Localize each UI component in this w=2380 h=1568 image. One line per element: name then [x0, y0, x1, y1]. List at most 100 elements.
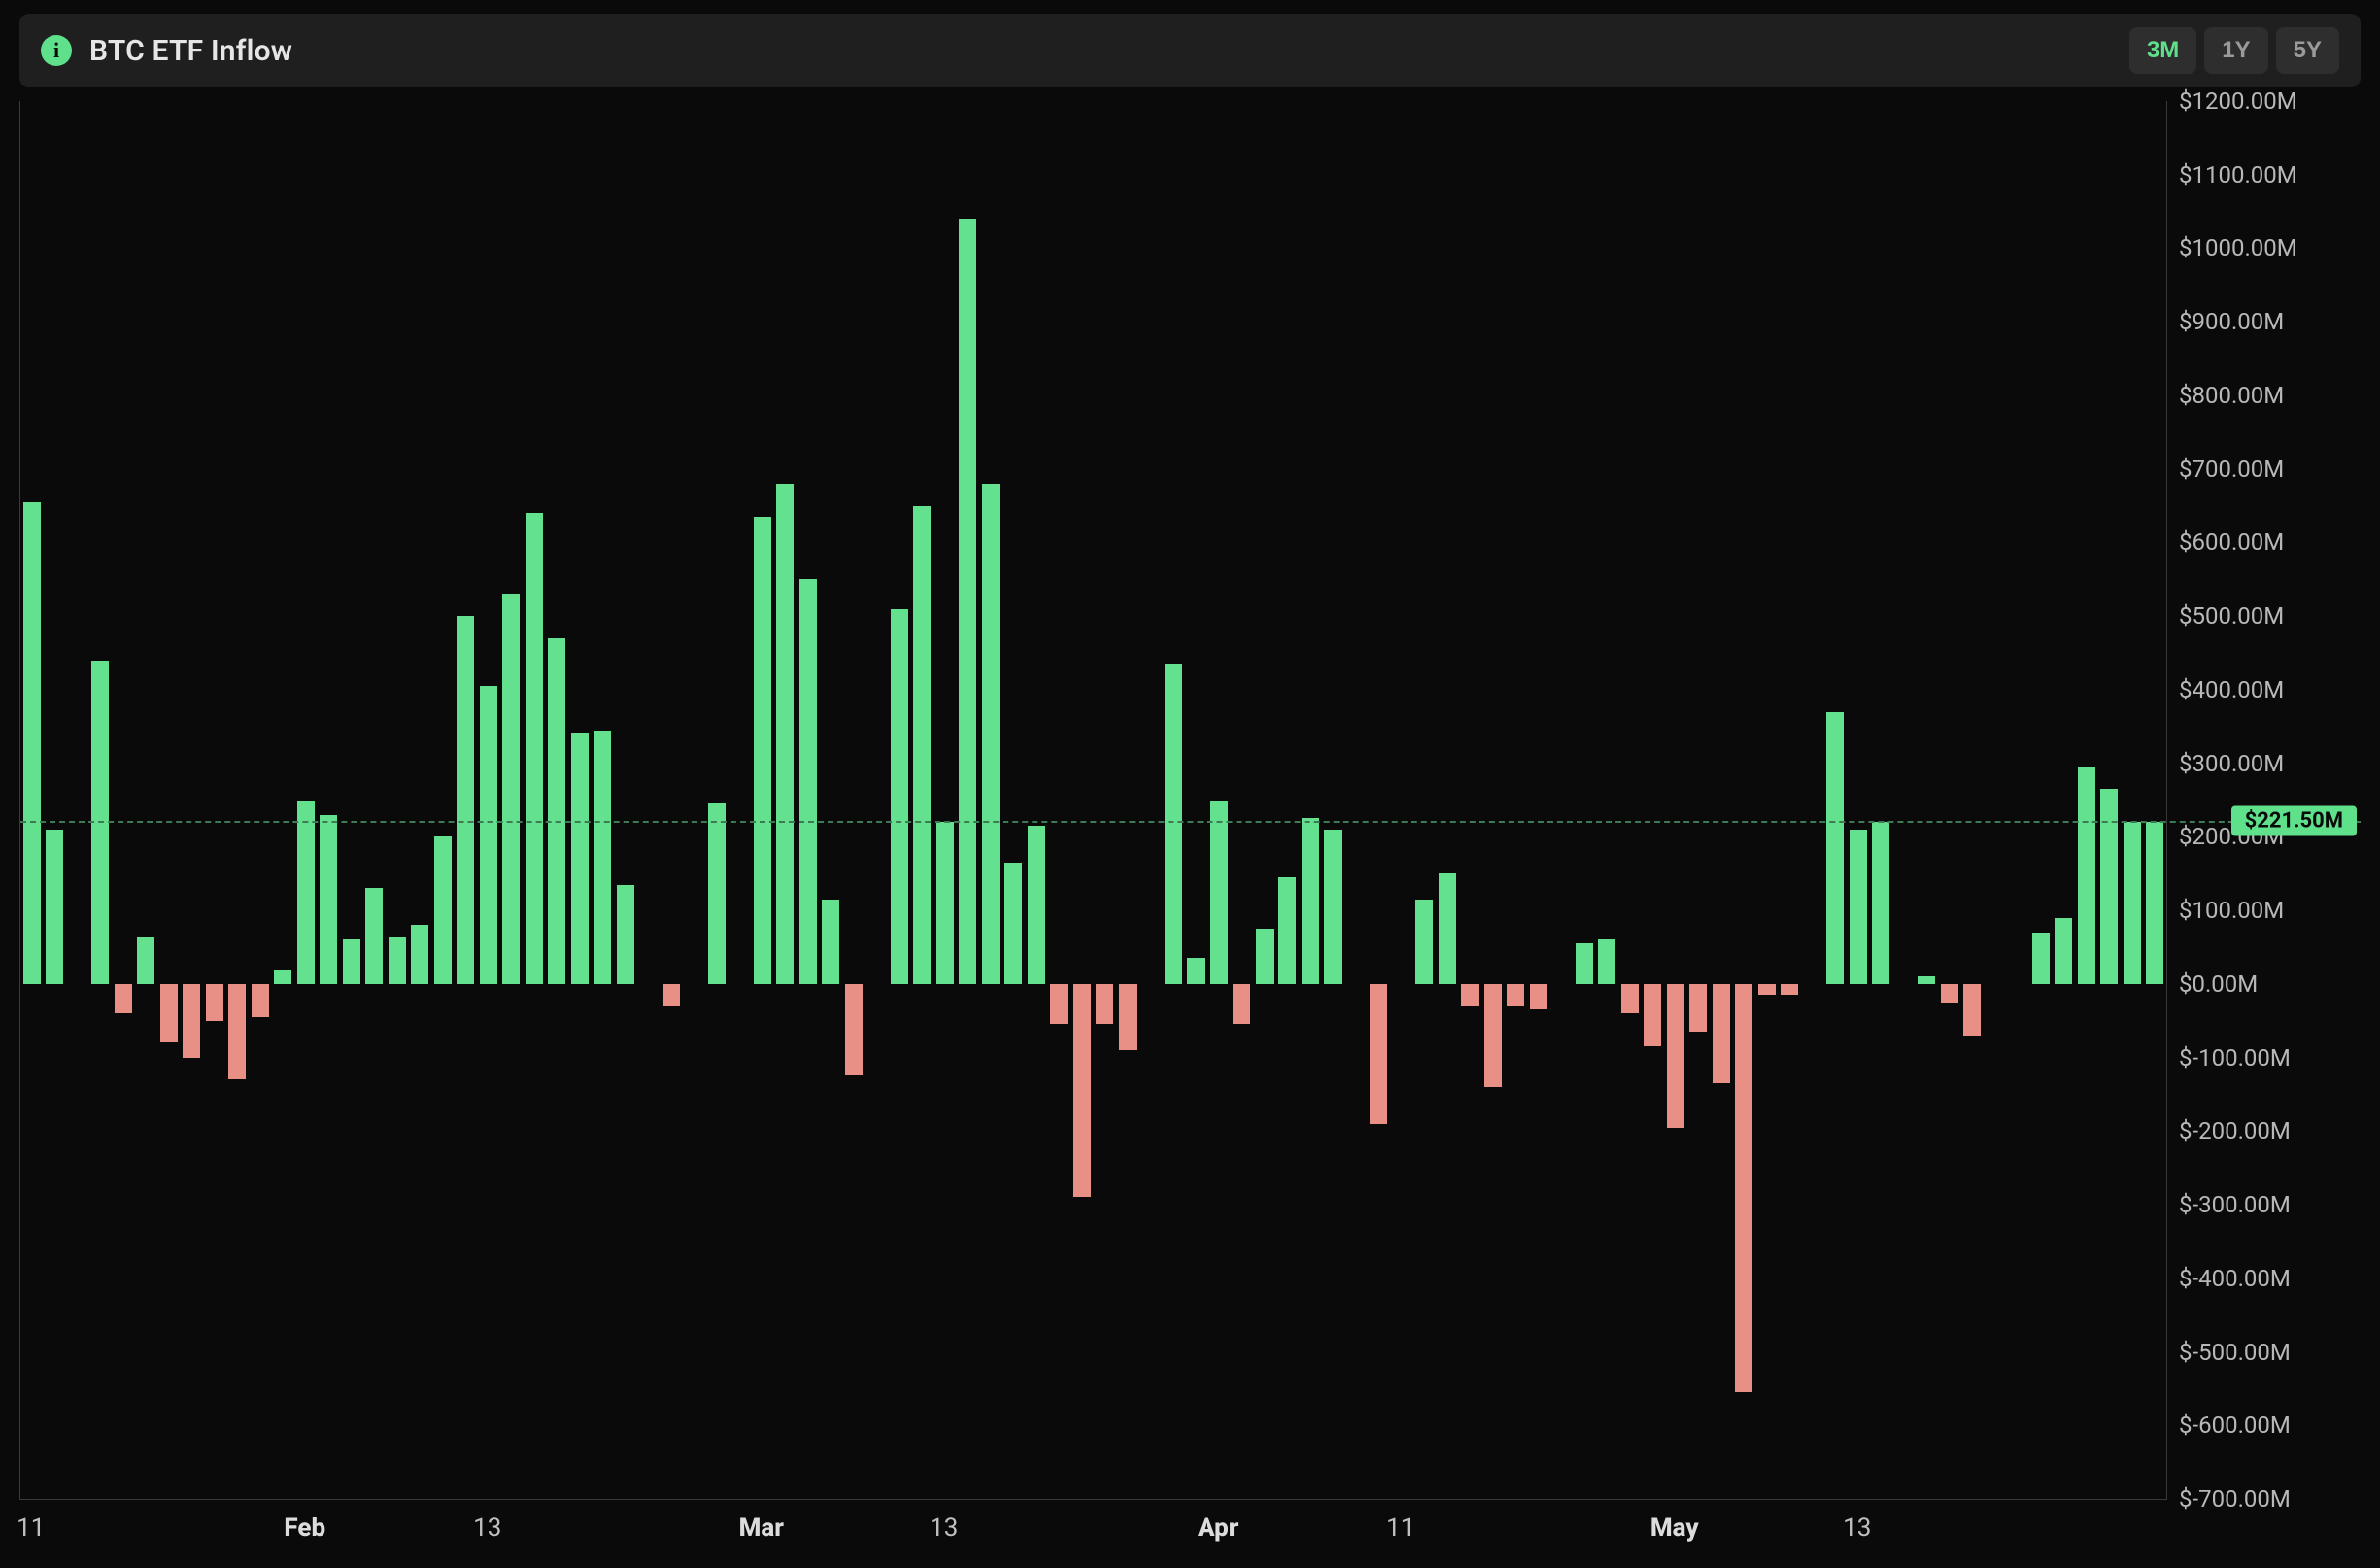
- bar[interactable]: [1598, 939, 1615, 983]
- bar[interactable]: [526, 513, 543, 984]
- bar[interactable]: [1165, 664, 1182, 983]
- info-icon[interactable]: i: [41, 35, 72, 66]
- bar[interactable]: [571, 733, 589, 984]
- bar[interactable]: [1439, 873, 1456, 984]
- bar[interactable]: [1119, 984, 1137, 1050]
- bar[interactable]: [936, 822, 954, 984]
- bar[interactable]: [959, 219, 976, 984]
- bar[interactable]: [799, 579, 817, 984]
- bar[interactable]: [1302, 818, 1319, 983]
- bar[interactable]: [502, 594, 520, 983]
- bar[interactable]: [1689, 984, 1707, 1032]
- bar[interactable]: [822, 900, 839, 984]
- bar[interactable]: [754, 517, 771, 984]
- bar[interactable]: [1918, 976, 1935, 984]
- bar[interactable]: [982, 484, 1000, 984]
- bar[interactable]: [1963, 984, 1981, 1036]
- bar[interactable]: [365, 888, 383, 983]
- y-tick-label: $100.00M: [2179, 897, 2284, 924]
- bar[interactable]: [389, 937, 406, 984]
- bar[interactable]: [252, 984, 269, 1017]
- range-button-1y[interactable]: 1Y: [2204, 27, 2267, 74]
- bar[interactable]: [1028, 826, 1045, 984]
- bar[interactable]: [1941, 984, 1958, 1003]
- bar[interactable]: [663, 984, 680, 1006]
- y-tick-label: $-300.00M: [2179, 1191, 2291, 1218]
- bar[interactable]: [1644, 984, 1661, 1046]
- bar[interactable]: [1461, 984, 1479, 1006]
- x-tick-label: 13: [1843, 1514, 1871, 1543]
- header-left: i BTC ETF Inflow: [41, 34, 292, 68]
- bar[interactable]: [617, 885, 634, 984]
- bar[interactable]: [480, 686, 497, 984]
- bar[interactable]: [1484, 984, 1502, 1087]
- bar[interactable]: [206, 984, 223, 1021]
- bar[interactable]: [274, 970, 291, 984]
- bar[interactable]: [845, 984, 863, 1076]
- bar[interactable]: [1576, 943, 1593, 984]
- bar[interactable]: [548, 638, 565, 984]
- bar[interactable]: [2078, 767, 2095, 983]
- y-tick-label: $-600.00M: [2179, 1412, 2291, 1439]
- bar[interactable]: [1758, 984, 1776, 995]
- bar[interactable]: [183, 984, 200, 1058]
- bar[interactable]: [2124, 822, 2141, 984]
- bar[interactable]: [1826, 712, 1844, 984]
- bar[interactable]: [1850, 830, 1867, 984]
- y-tick-label: $0.00M: [2179, 971, 2258, 998]
- bar[interactable]: [1781, 984, 1798, 995]
- bar[interactable]: [2100, 789, 2118, 984]
- bar[interactable]: [1187, 958, 1205, 984]
- bar[interactable]: [1233, 984, 1250, 1025]
- y-axis: $1200.00M$1100.00M$1000.00M$900.00M$800.…: [2166, 101, 2361, 1500]
- range-button-3m[interactable]: 3M: [2129, 27, 2196, 74]
- bar[interactable]: [1324, 830, 1342, 984]
- x-tick-label: Mar: [739, 1514, 784, 1543]
- bar[interactable]: [320, 815, 337, 984]
- bar[interactable]: [1096, 984, 1113, 1025]
- bar[interactable]: [457, 616, 474, 984]
- bar[interactable]: [1735, 984, 1752, 1392]
- bar[interactable]: [343, 939, 360, 983]
- bar[interactable]: [2055, 918, 2072, 984]
- bar[interactable]: [891, 609, 908, 984]
- bar[interactable]: [411, 925, 428, 984]
- bar[interactable]: [1713, 984, 1730, 1083]
- bars-layer: [20, 101, 2166, 1499]
- bar[interactable]: [708, 803, 726, 984]
- bar[interactable]: [160, 984, 178, 1043]
- bar[interactable]: [46, 830, 63, 984]
- range-button-5y[interactable]: 5Y: [2276, 27, 2339, 74]
- bar[interactable]: [1370, 984, 1387, 1124]
- y-tick-label: $-700.00M: [2179, 1485, 2291, 1513]
- bar[interactable]: [1667, 984, 1684, 1128]
- y-tick-label: $700.00M: [2179, 456, 2284, 483]
- bar[interactable]: [1621, 984, 1639, 1013]
- bar[interactable]: [2032, 933, 2050, 984]
- bar[interactable]: [913, 506, 931, 984]
- bar[interactable]: [1872, 822, 1889, 984]
- x-axis: 11Feb13Mar13Apr11May13: [19, 1500, 2166, 1568]
- bar[interactable]: [1415, 900, 1433, 984]
- bar[interactable]: [115, 984, 132, 1013]
- y-tick-label: $300.00M: [2179, 750, 2284, 777]
- bar[interactable]: [228, 984, 246, 1079]
- bar[interactable]: [1073, 984, 1091, 1198]
- bar[interactable]: [23, 502, 41, 984]
- bar[interactable]: [1530, 984, 1547, 1010]
- bar[interactable]: [776, 484, 794, 984]
- bar[interactable]: [1278, 877, 1296, 984]
- bar[interactable]: [137, 937, 154, 984]
- x-tick-label: May: [1650, 1514, 1699, 1543]
- bar[interactable]: [1004, 863, 1022, 984]
- bar[interactable]: [2146, 822, 2163, 984]
- bar[interactable]: [1256, 929, 1274, 984]
- bar[interactable]: [1210, 801, 1228, 984]
- bar[interactable]: [1507, 984, 1524, 1006]
- bar[interactable]: [1050, 984, 1068, 1025]
- y-tick-label: $-400.00M: [2179, 1265, 2291, 1292]
- bar[interactable]: [297, 801, 315, 984]
- bar[interactable]: [594, 731, 611, 984]
- bar[interactable]: [434, 836, 452, 983]
- reference-line: [20, 821, 2361, 823]
